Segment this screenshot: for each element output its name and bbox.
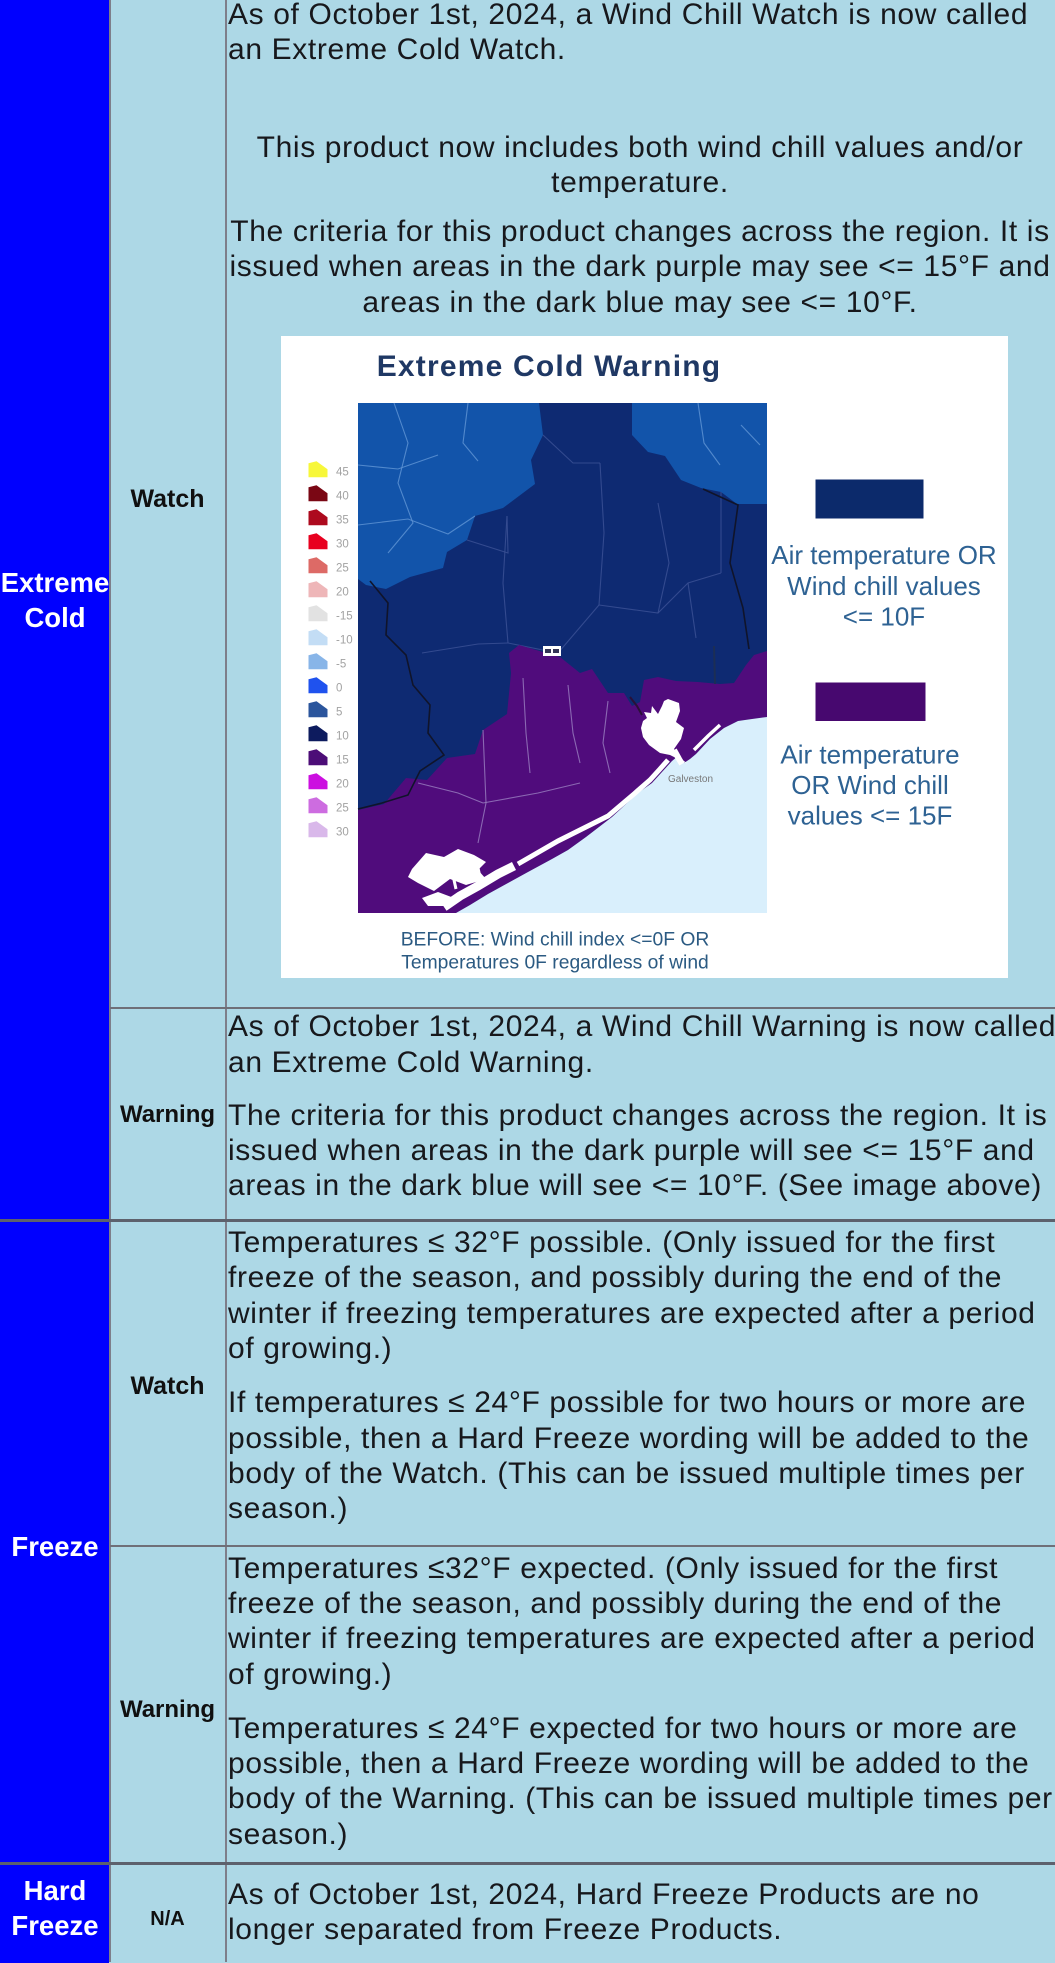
svg-text:20: 20 — [336, 778, 349, 790]
svg-text:Extreme Cold Warning: Extreme Cold Warning — [377, 350, 722, 383]
svg-text:20: 20 — [336, 586, 349, 598]
svg-text:<= 10F: <= 10F — [843, 602, 925, 632]
svg-text:-15: -15 — [336, 610, 353, 622]
svg-text:30: 30 — [336, 826, 349, 838]
svg-text:Air temperature OR: Air temperature OR — [771, 540, 996, 570]
svg-text:BEFORE: Wind chill index <=0F: BEFORE: Wind chill index <=0F OR — [401, 930, 710, 951]
svg-text:5: 5 — [336, 706, 342, 718]
svg-text:OR Wind chill: OR Wind chill — [791, 770, 948, 800]
svg-text:0: 0 — [336, 682, 342, 694]
svg-text:30: 30 — [336, 538, 349, 550]
svg-text:15: 15 — [336, 754, 349, 766]
svg-text:Air temperature: Air temperature — [780, 739, 959, 769]
svg-text:35: 35 — [336, 514, 349, 526]
svg-text:45: 45 — [336, 466, 349, 478]
svg-text:25: 25 — [336, 802, 349, 814]
svg-text:25: 25 — [336, 562, 349, 574]
svg-text:40: 40 — [336, 490, 349, 502]
svg-text:-5: -5 — [336, 658, 346, 670]
svg-text:Temperatures 0F regardless of: Temperatures 0F regardless of wind — [401, 953, 709, 974]
svg-text:Galveston: Galveston — [668, 774, 713, 785]
svg-text:values <= 15F: values <= 15F — [788, 801, 953, 831]
svg-text:Wind chill values: Wind chill values — [787, 571, 981, 601]
svg-text:-10: -10 — [336, 634, 353, 646]
svg-text:10: 10 — [336, 730, 349, 742]
